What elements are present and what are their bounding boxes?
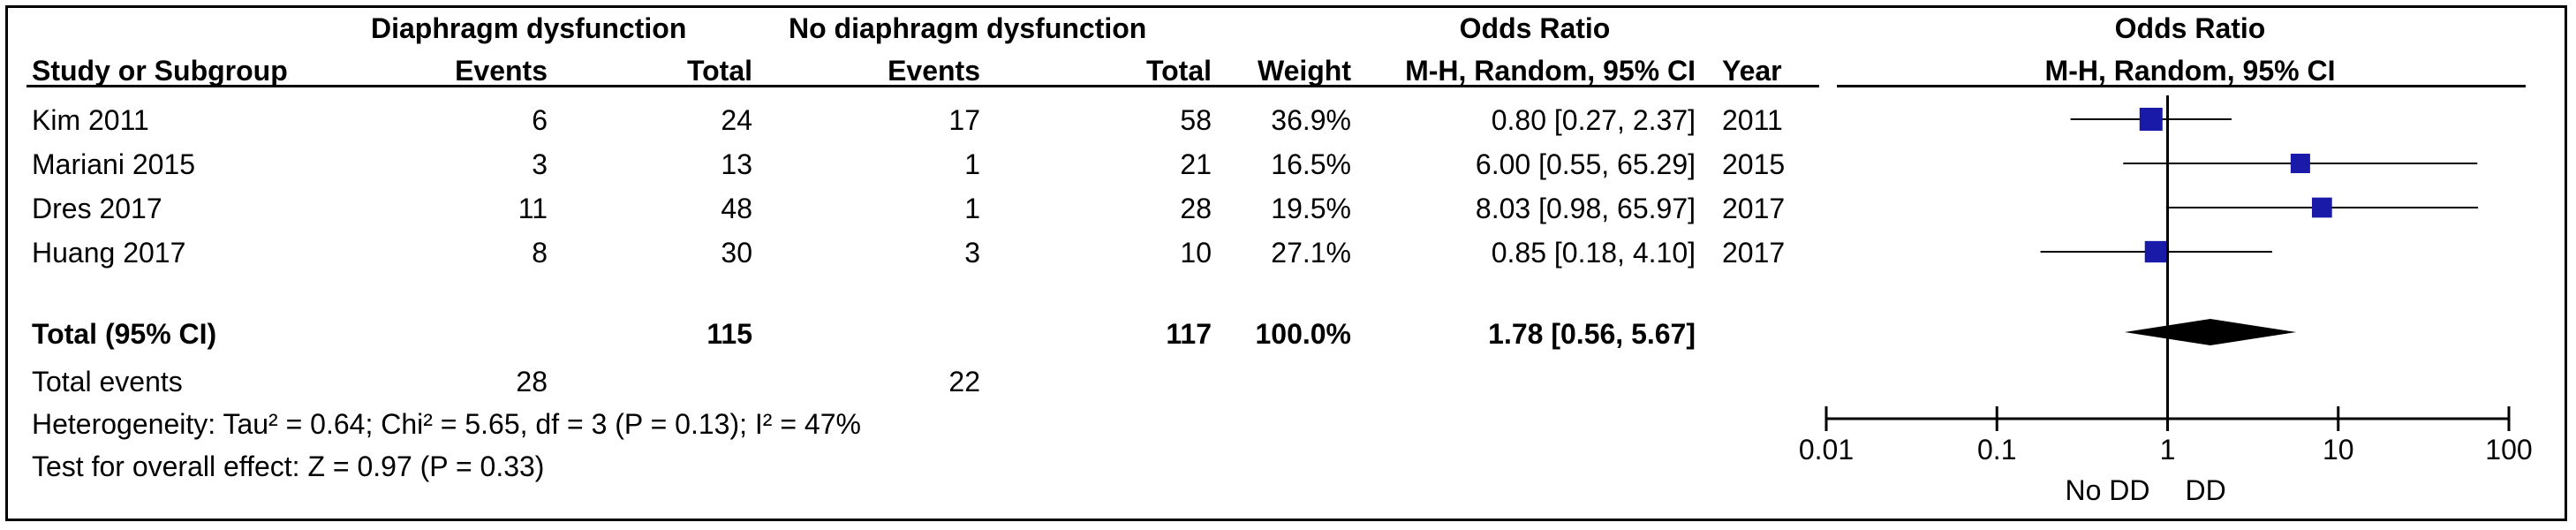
total-label: Total (95% CI) [32, 318, 217, 350]
total-ci: 1.78 [0.56, 5.67] [1488, 318, 1696, 350]
year-cell: 2015 [1722, 148, 1786, 180]
year-cell: 2017 [1722, 193, 1786, 224]
total-weight: 100.0% [1255, 318, 1351, 350]
plot-header-divider [1837, 85, 2526, 87]
or-title-header: Odds Ratio [1459, 12, 1611, 44]
study-marker [2311, 197, 2332, 218]
study-name: Kim 2011 [32, 104, 149, 136]
study-marker [2144, 240, 2167, 263]
weight-cell: 27.1% [1271, 237, 1351, 269]
total1-cell: 30 [721, 237, 752, 269]
header-divider [26, 85, 1819, 87]
events2-cell: 3 [964, 237, 980, 269]
x-tick-label: 10 [2323, 434, 2354, 466]
axis-right-label: DD [2186, 474, 2226, 506]
year-cell: 2011 [1722, 104, 1783, 136]
total2-cell: 28 [1180, 193, 1212, 224]
total1-header: Total [686, 55, 752, 87]
year-cell: 2017 [1722, 237, 1786, 269]
weight-cell: 36.9% [1271, 104, 1351, 136]
plot-title-header: Odds Ratio [2114, 12, 2266, 44]
overall-effect-text: Test for overall effect: Z = 0.97 (P = 0… [32, 450, 545, 482]
x-tick-label: 1 [2160, 434, 2176, 466]
study-name: Dres 2017 [32, 193, 162, 224]
total1-cell: 13 [721, 148, 752, 180]
group2-header: No diaphragm dysfunction [789, 12, 1147, 44]
ci-cell: 0.80 [0.27, 2.37] [1491, 104, 1696, 136]
study-name: Mariani 2015 [32, 148, 195, 180]
events1-cell: 8 [532, 237, 548, 269]
total-events-label: Total events [32, 366, 183, 398]
events1-cell: 3 [532, 148, 548, 180]
events1-header: Events [455, 55, 548, 87]
total2-cell: 58 [1180, 104, 1212, 136]
x-tick-label: 0.01 [1799, 434, 1854, 466]
year-header: Year [1722, 55, 1782, 87]
x-tick-label: 100 [2485, 434, 2532, 466]
events2-cell: 1 [964, 148, 980, 180]
weight-cell: 16.5% [1271, 148, 1351, 180]
events2-cell: 1 [964, 193, 980, 224]
total2-cell: 21 [1180, 148, 1212, 180]
heterogeneity-text: Heterogeneity: Tau² = 0.64; Chi² = 5.65,… [32, 408, 861, 440]
total-events1: 28 [516, 366, 548, 398]
figure-frame [5, 5, 2567, 521]
total2-header: Total [1145, 55, 1212, 87]
total-events2: 22 [948, 366, 980, 398]
ci-cell: 6.00 [0.55, 65.29] [1475, 148, 1696, 180]
ci-cell: 8.03 [0.98, 65.97] [1475, 193, 1696, 224]
study-name: Huang 2017 [32, 237, 186, 269]
axis-left-label: No DD [2065, 474, 2149, 506]
x-tick-label: 0.1 [1977, 434, 2016, 466]
plot-method-header: M-H, Random, 95% CI [2044, 55, 2336, 87]
total1-cell: 24 [721, 104, 752, 136]
events1-cell: 11 [517, 193, 548, 224]
study-header: Study or Subgroup [32, 55, 288, 87]
weight-header: Weight [1257, 55, 1351, 87]
weight-cell: 19.5% [1271, 193, 1351, 224]
ci-cell: 0.85 [0.18, 4.10] [1491, 237, 1696, 269]
events1-cell: 6 [532, 104, 548, 136]
total2-sum: 117 [1166, 318, 1212, 350]
study-marker [2139, 108, 2163, 131]
total1-cell: 48 [721, 193, 752, 224]
or-method-header: M-H, Random, 95% CI [1405, 55, 1696, 87]
events2-header: Events [888, 55, 980, 87]
events2-cell: 17 [948, 104, 980, 136]
study-marker [2290, 153, 2310, 174]
total2-cell: 10 [1180, 237, 1212, 269]
pooled-diamond [2124, 319, 2297, 345]
total1-sum: 115 [706, 318, 752, 350]
group1-header: Diaphragm dysfunction [371, 12, 687, 44]
